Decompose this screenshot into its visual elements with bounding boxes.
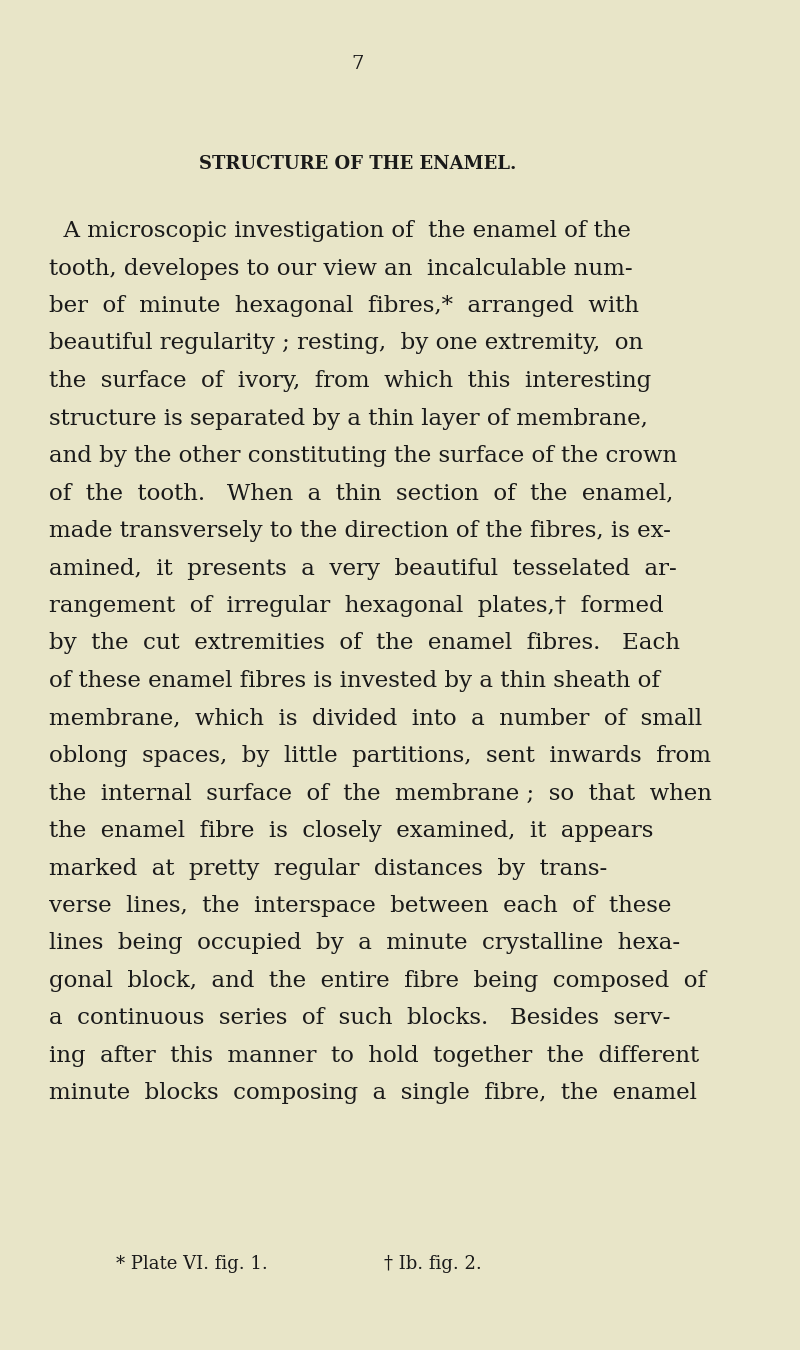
Text: ber  of  minute  hexagonal  fibres,*  arranged  with: ber of minute hexagonal fibres,* arrange…	[49, 296, 639, 317]
Text: the  internal  surface  of  the  membrane ;  so  that  when: the internal surface of the membrane ; s…	[49, 783, 712, 805]
Text: * Plate VI. fig. 1.: * Plate VI. fig. 1.	[116, 1256, 268, 1273]
Text: minute  blocks  composing  a  single  fibre,  the  enamel: minute blocks composing a single fibre, …	[49, 1083, 697, 1104]
Text: oblong  spaces,  by  little  partitions,  sent  inwards  from: oblong spaces, by little partitions, sen…	[49, 745, 711, 767]
Text: STRUCTURE OF THE ENAMEL.: STRUCTURE OF THE ENAMEL.	[198, 155, 516, 173]
Text: structure is separated by a thin layer of membrane,: structure is separated by a thin layer o…	[49, 408, 648, 429]
Text: made transversely to the direction of the fibres, is ex-: made transversely to the direction of th…	[49, 520, 671, 541]
Text: and by the other constituting the surface of the crown: and by the other constituting the surfac…	[49, 446, 678, 467]
Text: of  the  tooth.   When  a  thin  section  of  the  enamel,: of the tooth. When a thin section of the…	[49, 482, 674, 505]
Text: beautiful regularity ; resting,  by one extremity,  on: beautiful regularity ; resting, by one e…	[49, 332, 643, 355]
Text: lines  being  occupied  by  a  minute  crystalline  hexa-: lines being occupied by a minute crystal…	[49, 933, 680, 954]
Text: † Ib. fig. 2.: † Ib. fig. 2.	[384, 1256, 482, 1273]
Text: membrane,  which  is  divided  into  a  number  of  small: membrane, which is divided into a number…	[49, 707, 702, 729]
Text: by  the  cut  extremities  of  the  enamel  fibres.   Each: by the cut extremities of the enamel fib…	[49, 633, 680, 655]
Text: 7: 7	[351, 55, 363, 73]
Text: rangement  of  irregular  hexagonal  plates,†  formed: rangement of irregular hexagonal plates,…	[49, 595, 664, 617]
Text: verse  lines,  the  interspace  between  each  of  these: verse lines, the interspace between each…	[49, 895, 671, 917]
Text: gonal  block,  and  the  entire  fibre  being  composed  of: gonal block, and the entire fibre being …	[49, 971, 706, 992]
Text: tooth, developes to our view an  incalculable num-: tooth, developes to our view an incalcul…	[49, 258, 633, 279]
Text: amined,  it  presents  a  very  beautiful  tesselated  ar-: amined, it presents a very beautiful tes…	[49, 558, 677, 579]
Text: the  surface  of  ivory,  from  which  this  interesting: the surface of ivory, from which this in…	[49, 370, 651, 392]
Text: ing  after  this  manner  to  hold  together  the  different: ing after this manner to hold together t…	[49, 1045, 699, 1066]
Text: of these enamel fibres is invested by a thin sheath of: of these enamel fibres is invested by a …	[49, 670, 660, 693]
Text: A microscopic investigation of  the enamel of the: A microscopic investigation of the ename…	[49, 220, 631, 242]
Text: marked  at  pretty  regular  distances  by  trans-: marked at pretty regular distances by tr…	[49, 857, 607, 879]
Text: the  enamel  fibre  is  closely  examined,  it  appears: the enamel fibre is closely examined, it…	[49, 819, 654, 842]
Text: a  continuous  series  of  such  blocks.   Besides  serv-: a continuous series of such blocks. Besi…	[49, 1007, 670, 1030]
